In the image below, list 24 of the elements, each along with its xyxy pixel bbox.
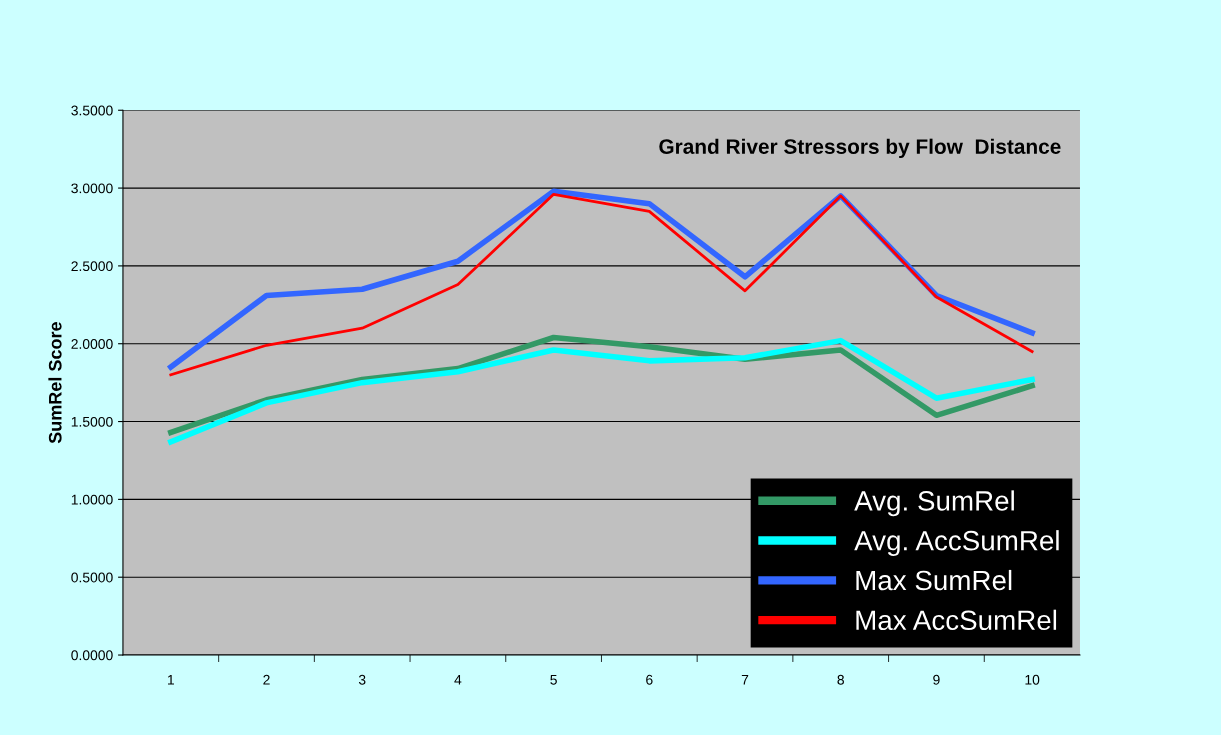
x-tick-label: 3	[358, 674, 366, 685]
y-tick-label: 2.0000	[71, 339, 113, 349]
x-tick-label: 9	[933, 674, 940, 685]
x-tick-label: 5	[550, 674, 557, 685]
x-tick-label: 6	[646, 674, 653, 685]
y-tick-label: 0.5000	[71, 572, 113, 583]
y-tick-label: 1.5000	[71, 416, 113, 427]
x-tick-label: 10	[1025, 674, 1040, 685]
y-tick-label: 2.5000	[71, 261, 113, 272]
x-tick-label: 2	[263, 674, 270, 685]
legend-label: Max AccSumRel	[856, 609, 1057, 631]
legend-label: Max SumRel	[856, 569, 1012, 591]
x-tick-label: 8	[837, 674, 844, 685]
y-axis-title: SumRel Score	[48, 322, 62, 444]
legend-label: Avg. AccSumRel	[854, 530, 1059, 557]
x-tick-label: 4	[454, 674, 462, 685]
y-tick-label: 3.0000	[71, 183, 113, 194]
text: Grand River Stressors by Flow Distance	[659, 138, 1061, 159]
legend-label: Avg. SumRel	[854, 490, 1014, 517]
y-tick-label: 0.0000	[71, 650, 113, 661]
x-tick-label: 1	[168, 674, 174, 685]
y-tick-label: 3.5000	[71, 105, 113, 116]
y-tick-label: 1.0000	[71, 494, 113, 505]
x-tick-label: 7	[741, 674, 749, 685]
